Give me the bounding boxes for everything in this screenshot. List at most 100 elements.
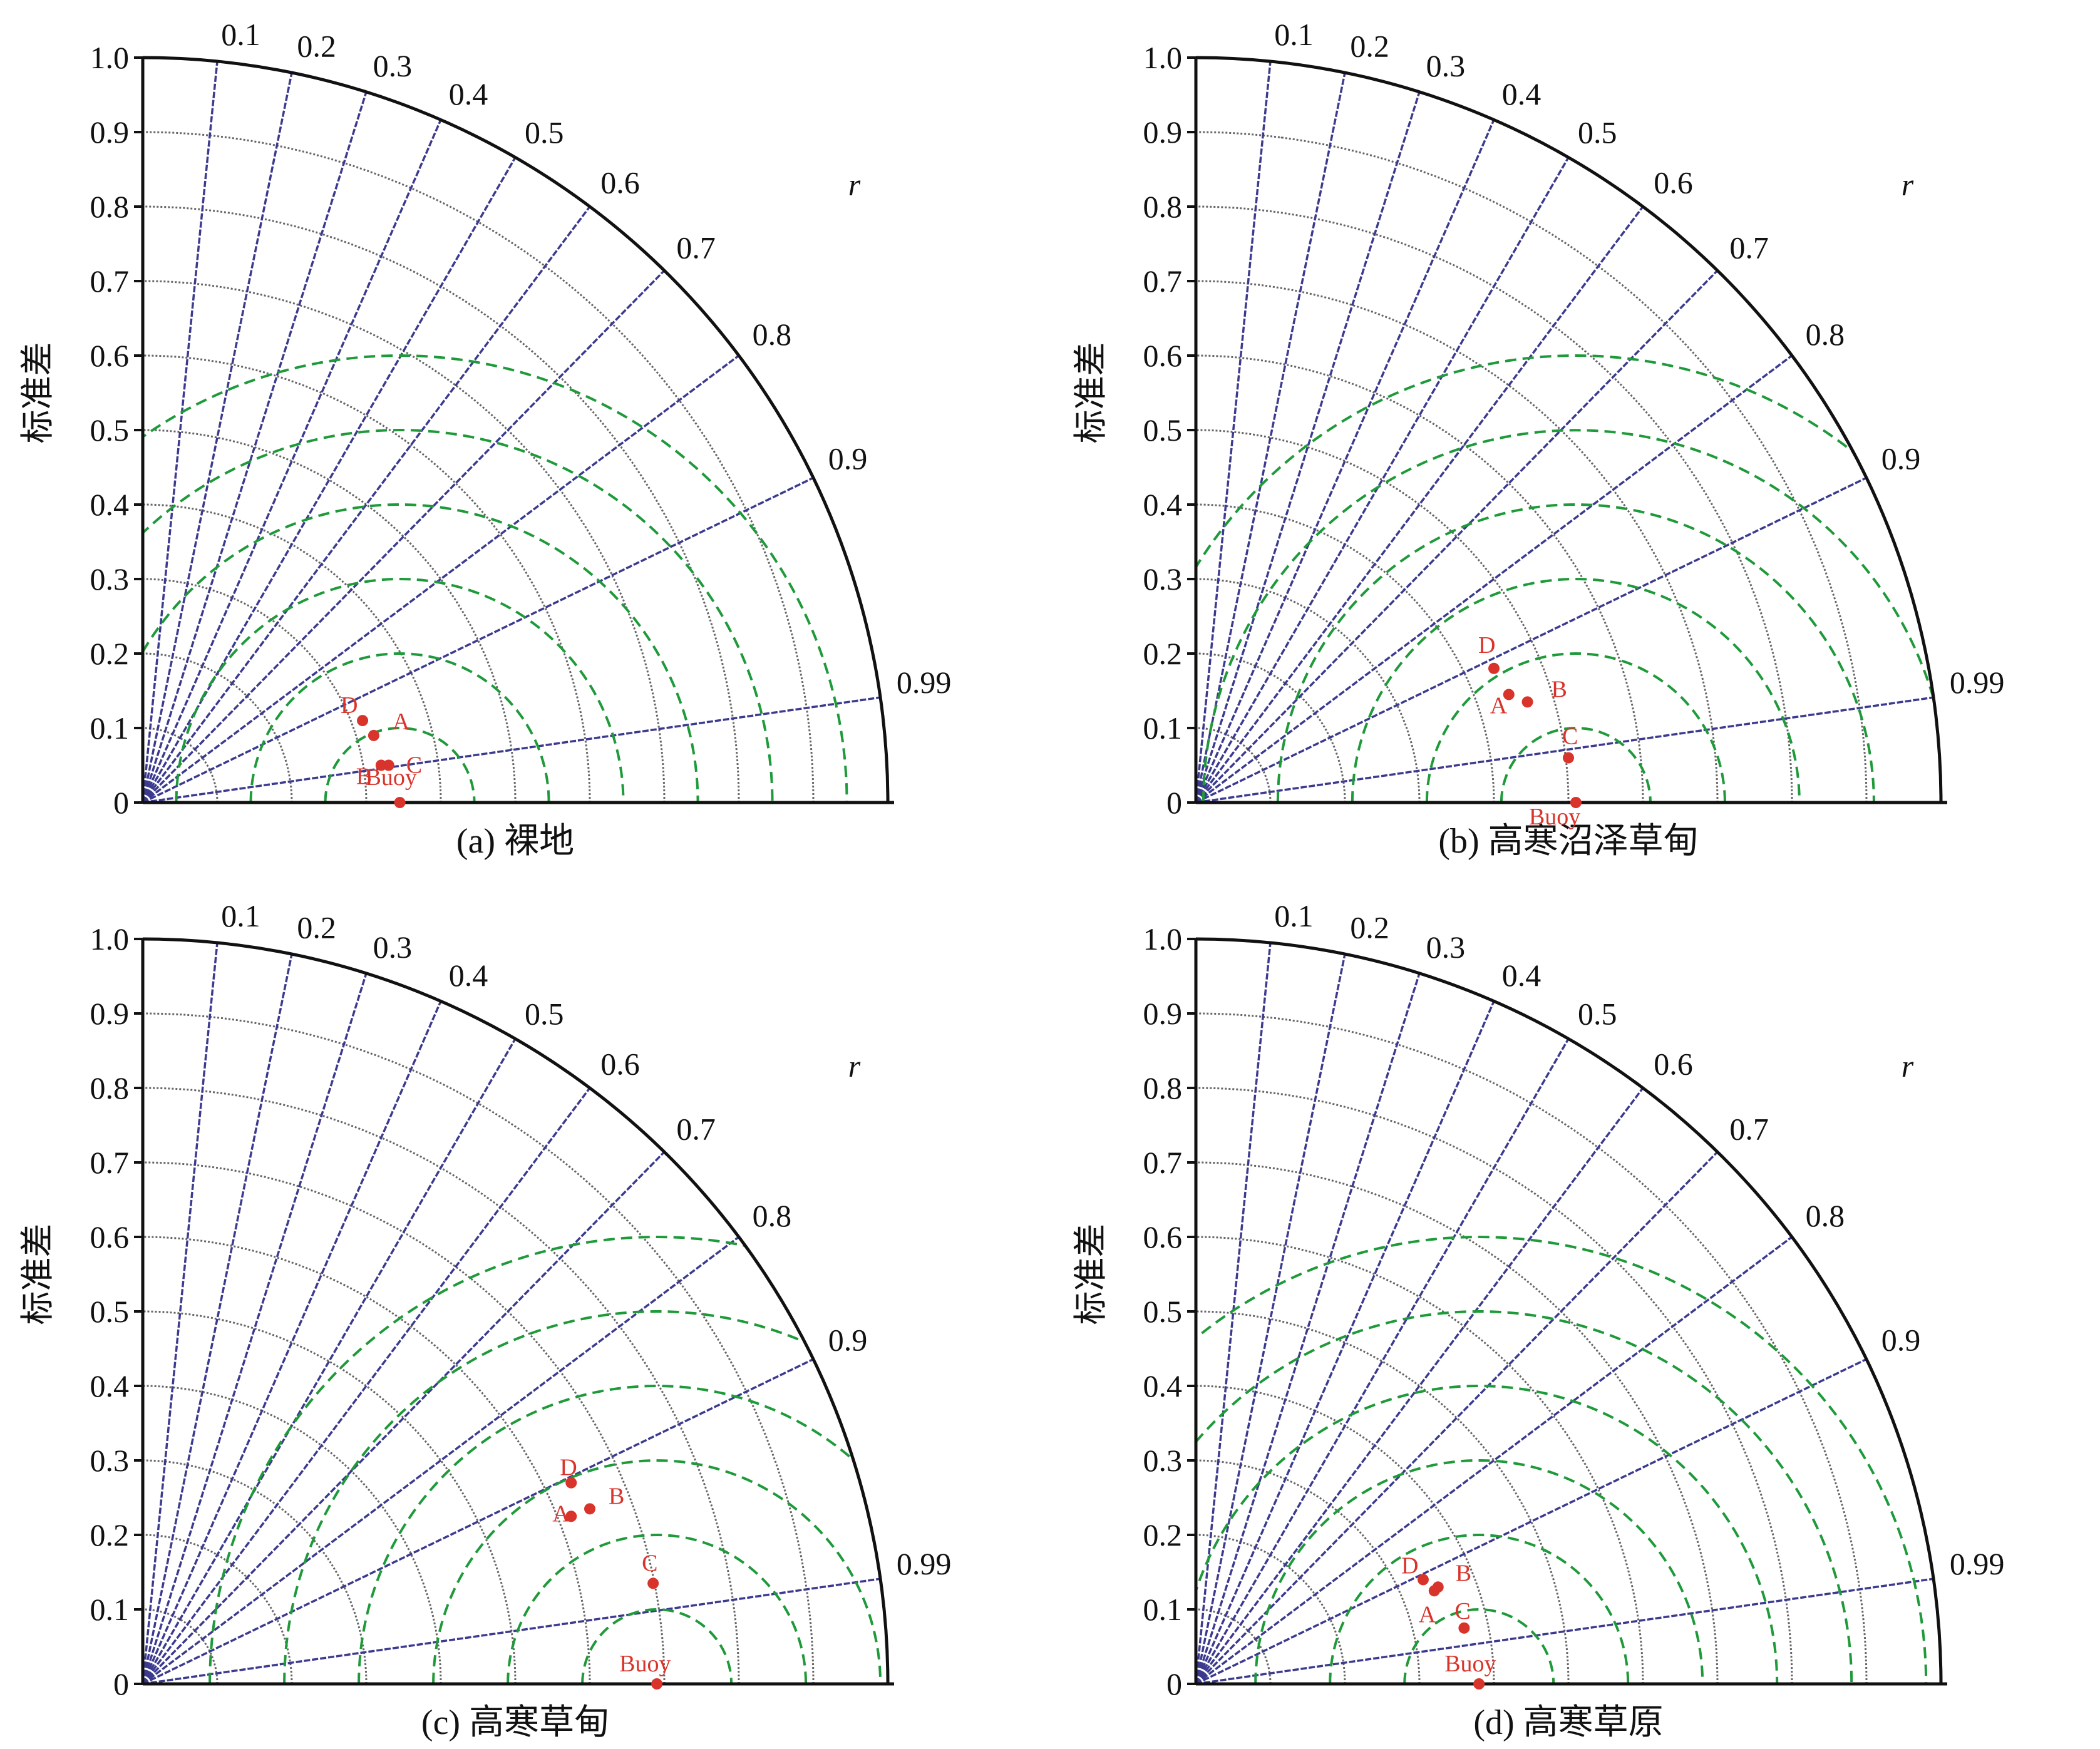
correlation-tick-label: 0.99 [897,1546,952,1581]
rms-arc [208,1236,888,1684]
correlation-tick-label: 0.6 [600,1046,640,1081]
correlation-line [1195,696,1934,804]
y-tick-label: 0.5 [90,1294,130,1329]
data-point-label-b: B [1552,676,1567,702]
std-arc [1195,1459,1421,1685]
rms-arc [1403,1608,1555,1684]
data-point-buoy [394,797,406,808]
std-arc [142,652,293,803]
correlation-line [142,696,881,804]
correlation-line [142,91,368,803]
correlation-tick-label: 0.4 [449,76,488,111]
data-point-b [1432,1581,1444,1593]
taylor-panel-a: 0 0.1 0.2 0.3 0.4 0.5 0.6 0.7 0.8 0.9 1.0 0.1 0.2 0.3… [19,17,951,861]
correlation-line [1195,205,1644,804]
data-point-label-a: A [1419,1601,1436,1628]
std-arc [1195,280,1719,803]
correlation-line [142,1577,881,1685]
y-tick-label: 0.4 [1143,487,1183,522]
correlation-tick-label: 0.4 [1502,76,1542,111]
correlation-line [1195,354,1793,804]
rms-arc [1351,578,1801,803]
correlation-line [1195,119,1495,803]
std-arc [142,429,517,803]
y-tick-label: 1.0 [90,921,130,957]
correlation-line [142,973,368,1685]
correlation-line [142,72,293,803]
correlation-line [142,953,293,1685]
y-axis-title: 标准差 [19,1224,56,1325]
y-tick-label: 0.2 [90,1517,130,1552]
panel-caption: (d) 高寒草原 [1473,1703,1663,1742]
y-tick-label: 0.5 [90,413,130,448]
rms-arc [1196,1310,1853,1684]
std-arc [142,1087,740,1685]
data-point-label-a: A [1490,692,1508,719]
correlation-line [1195,1236,1793,1685]
rms-arc [175,578,625,803]
std-arc [142,1161,666,1685]
data-point-b [1521,696,1533,708]
std-arc [142,727,219,803]
y-tick-label: 0.1 [1143,1592,1183,1627]
correlation-tick-label: 0.6 [1654,1046,1693,1081]
data-point-label-c: C [1454,1598,1470,1624]
data-point-buoy [1570,797,1582,808]
correlation-tick-label: 0.9 [1881,1323,1921,1358]
correlation-line [1195,953,1346,1685]
std-arc [1195,1310,1570,1685]
std-arc [142,1012,815,1685]
y-axis-title: 标准差 [19,342,56,444]
y-tick-label: 0.9 [1143,115,1183,150]
std-arc [142,1534,293,1685]
rms-arc [432,1459,882,1684]
y-tick-label: 0.3 [90,1443,130,1478]
rms-arc [507,1534,808,1684]
std-arc [1195,1608,1272,1685]
correlation-tick-label: 0.6 [1654,165,1693,200]
std-arc [1195,1087,1793,1685]
y-tick-label: 0.7 [1143,264,1183,299]
data-point-label-buoy: Buoy [619,1651,671,1677]
y-tick-label: 0.6 [1143,1219,1183,1254]
data-point-a [565,1510,577,1522]
data-point-d [357,715,369,727]
y-tick-label: 0 [113,785,129,820]
rms-arc [1202,429,1941,803]
correlation-tick-label: 0.8 [753,317,792,352]
y-tick-label: 1.0 [1143,40,1183,75]
std-arc [1195,578,1421,803]
std-arc [142,503,442,803]
std-arc [142,1608,219,1685]
y-tick-label: 0 [1166,1666,1182,1701]
correlation-line [1195,1038,1570,1685]
correlation-tick-label: 0.8 [753,1198,792,1233]
correlation-tick-label: 0.7 [676,230,716,265]
y-tick-label: 0.1 [90,1592,130,1627]
y-tick-label: 0 [113,1666,129,1701]
correlation-tick-label: 0.7 [1729,1111,1769,1146]
correlation-tick-label: 0.8 [1806,1198,1845,1233]
y-tick-label: 0.4 [1143,1368,1183,1403]
y-axis-title: 标准差 [1072,342,1109,444]
correlation-tick-label: 0.4 [1502,958,1542,993]
data-point-label-b: B [356,764,372,790]
y-tick-label: 0.6 [1143,338,1183,373]
r-axis-label: r [1902,1049,1914,1084]
data-point-label-a: A [552,1500,570,1527]
data-point-label-d: D [560,1455,577,1481]
correlation-tick-label: 0.2 [1350,910,1389,945]
data-point-a [368,729,379,741]
y-tick-label: 0 [1166,785,1182,820]
data-point-buoy [1473,1678,1485,1690]
correlation-tick-label: 0.3 [1426,48,1466,83]
rms-arc [1425,652,1726,803]
correlation-tick-label: 0.5 [1578,996,1617,1031]
y-tick-label: 0.8 [90,189,130,224]
rms-arc [143,429,774,803]
data-point-label-c: C [1562,724,1578,750]
correlation-tick-label: 0.9 [828,441,868,476]
data-point-c [647,1577,659,1589]
data-point-a [1503,689,1515,700]
